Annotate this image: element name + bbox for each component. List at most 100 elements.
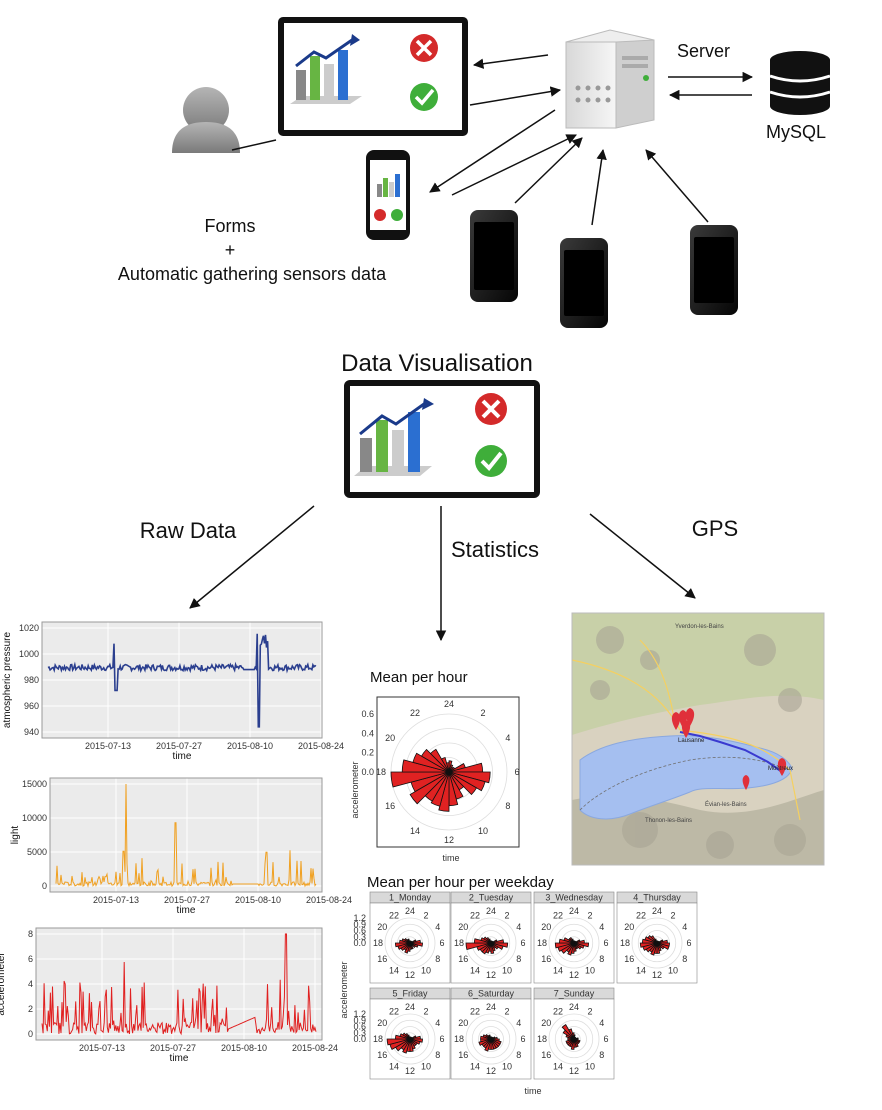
mean-per-hour-title: Mean per hour <box>370 669 468 686</box>
rose-wedge <box>554 942 575 949</box>
hour-label: 12 <box>405 970 415 980</box>
y-tick-label: 6 <box>28 954 33 964</box>
y-tick-label: 940 <box>24 727 39 737</box>
rose-wedge <box>386 1038 411 1046</box>
hour-label: 12 <box>486 1066 496 1076</box>
hour-label: 14 <box>389 1062 399 1072</box>
y-axis-label: atmospheric pressure <box>2 631 13 728</box>
x-axis-label: time <box>524 1086 541 1096</box>
hour-label: 2 <box>587 910 592 920</box>
hour-label: 2 <box>670 910 675 920</box>
hour-label: 4 <box>599 1018 604 1028</box>
hour-label: 10 <box>585 1062 595 1072</box>
y-tick-label: 1000 <box>19 649 39 659</box>
hour-label: 16 <box>385 801 395 811</box>
x-axis-label: time <box>170 1053 189 1064</box>
hour-label: 4 <box>505 733 510 743</box>
hour-label: 22 <box>470 1006 480 1016</box>
map-place-thonon: Thonon-les-Bains <box>645 818 692 824</box>
x-tick-label: 2015-08-24 <box>292 1043 338 1053</box>
x-tick-label: 2015-07-27 <box>164 895 210 905</box>
mean-per-hour-chart: 242468101214161820220.00.20.40.6accelero… <box>350 696 520 863</box>
plus-label: + <box>225 240 236 260</box>
hour-label: 24 <box>486 906 496 916</box>
hour-label: 20 <box>458 1018 468 1028</box>
hour-label: 2 <box>504 1006 509 1016</box>
hour-label: 4 <box>599 922 604 932</box>
cross-icon <box>410 34 438 62</box>
hour-label: 20 <box>377 1018 387 1028</box>
hour-label: 12 <box>405 1066 415 1076</box>
rose-wedge <box>565 1038 575 1044</box>
radial-gridline <box>471 1019 511 1059</box>
accelerometer-chart: 0 2 4 6 8 2015-07-13 2015-07-27 2015-08-10 2015-… <box>0 927 338 1064</box>
x-tick-label: 2015-08-10 <box>221 1043 267 1053</box>
radial-gridline <box>478 1026 504 1052</box>
panel-label: 3_Wednesday <box>545 893 603 903</box>
hour-label: 24 <box>486 1002 496 1012</box>
y-tick-label: 4 <box>28 979 33 989</box>
x-tick-label: 2015-08-24 <box>306 895 352 905</box>
hour-label: 16 <box>541 954 551 964</box>
check-icon <box>475 445 507 477</box>
rose-wedge <box>430 771 450 807</box>
x-tick-label: 2015-07-13 <box>79 1043 125 1053</box>
hour-label: 16 <box>458 954 468 964</box>
hour-label: 2 <box>423 910 428 920</box>
radial-tick-label: 1.2 <box>353 1009 366 1019</box>
hour-label: 20 <box>541 922 551 932</box>
hour-label: 18 <box>454 1034 464 1044</box>
rose-wedge <box>409 940 411 944</box>
hour-label: 10 <box>502 966 512 976</box>
y-tick-label: 980 <box>24 675 39 685</box>
smartphone-app-icon <box>366 150 410 240</box>
location-marker-icon <box>671 708 787 790</box>
hour-label: 6 <box>520 938 525 948</box>
check-icon <box>410 83 438 111</box>
plot-frame <box>41 621 323 739</box>
hour-label: 22 <box>410 708 420 718</box>
hour-label: 20 <box>458 922 468 932</box>
rose-wedge <box>490 940 492 944</box>
rose-wedge <box>390 771 450 788</box>
radial-gridline <box>384 1013 436 1065</box>
panel-label: 5_Friday <box>392 989 428 999</box>
hour-label: 4 <box>435 922 440 932</box>
rose-wedge <box>490 1036 492 1040</box>
rose-wedge <box>409 1036 411 1040</box>
hour-label: 16 <box>541 1050 551 1060</box>
hour-label: 18 <box>373 1034 383 1044</box>
hour-label: 20 <box>541 1018 551 1028</box>
hour-label: 22 <box>636 910 646 920</box>
hour-label: 12 <box>569 970 579 980</box>
hour-label: 14 <box>636 966 646 976</box>
y-tick-label: 10000 <box>22 813 47 823</box>
series-line <box>47 633 317 728</box>
hour-label: 12 <box>569 1066 579 1076</box>
hour-label: 18 <box>454 938 464 948</box>
radial-tick-label: 0.6 <box>361 709 374 719</box>
hour-label: 24 <box>569 906 579 916</box>
hour-label: 22 <box>470 910 480 920</box>
hour-label: 8 <box>435 1050 440 1060</box>
radial-tick-label: 0.0 <box>361 767 374 777</box>
y-tick-label: 1020 <box>19 623 39 633</box>
smartphone-icon <box>560 238 608 328</box>
hour-label: 10 <box>478 826 488 836</box>
hour-label: 6 <box>686 938 691 948</box>
radial-gridline <box>548 917 600 969</box>
rose-wedge <box>448 771 486 792</box>
hour-label: 2 <box>423 1006 428 1016</box>
panel-label: 4_Thursday <box>633 893 681 903</box>
x-axis-label: time <box>177 905 196 916</box>
tablet-top <box>278 17 468 136</box>
rose-wedge <box>440 757 450 773</box>
hour-label: 24 <box>569 1002 579 1012</box>
hour-label: 14 <box>389 966 399 976</box>
hour-label: 16 <box>377 954 387 964</box>
server-label: Server <box>677 41 730 61</box>
series-line <box>55 783 317 888</box>
